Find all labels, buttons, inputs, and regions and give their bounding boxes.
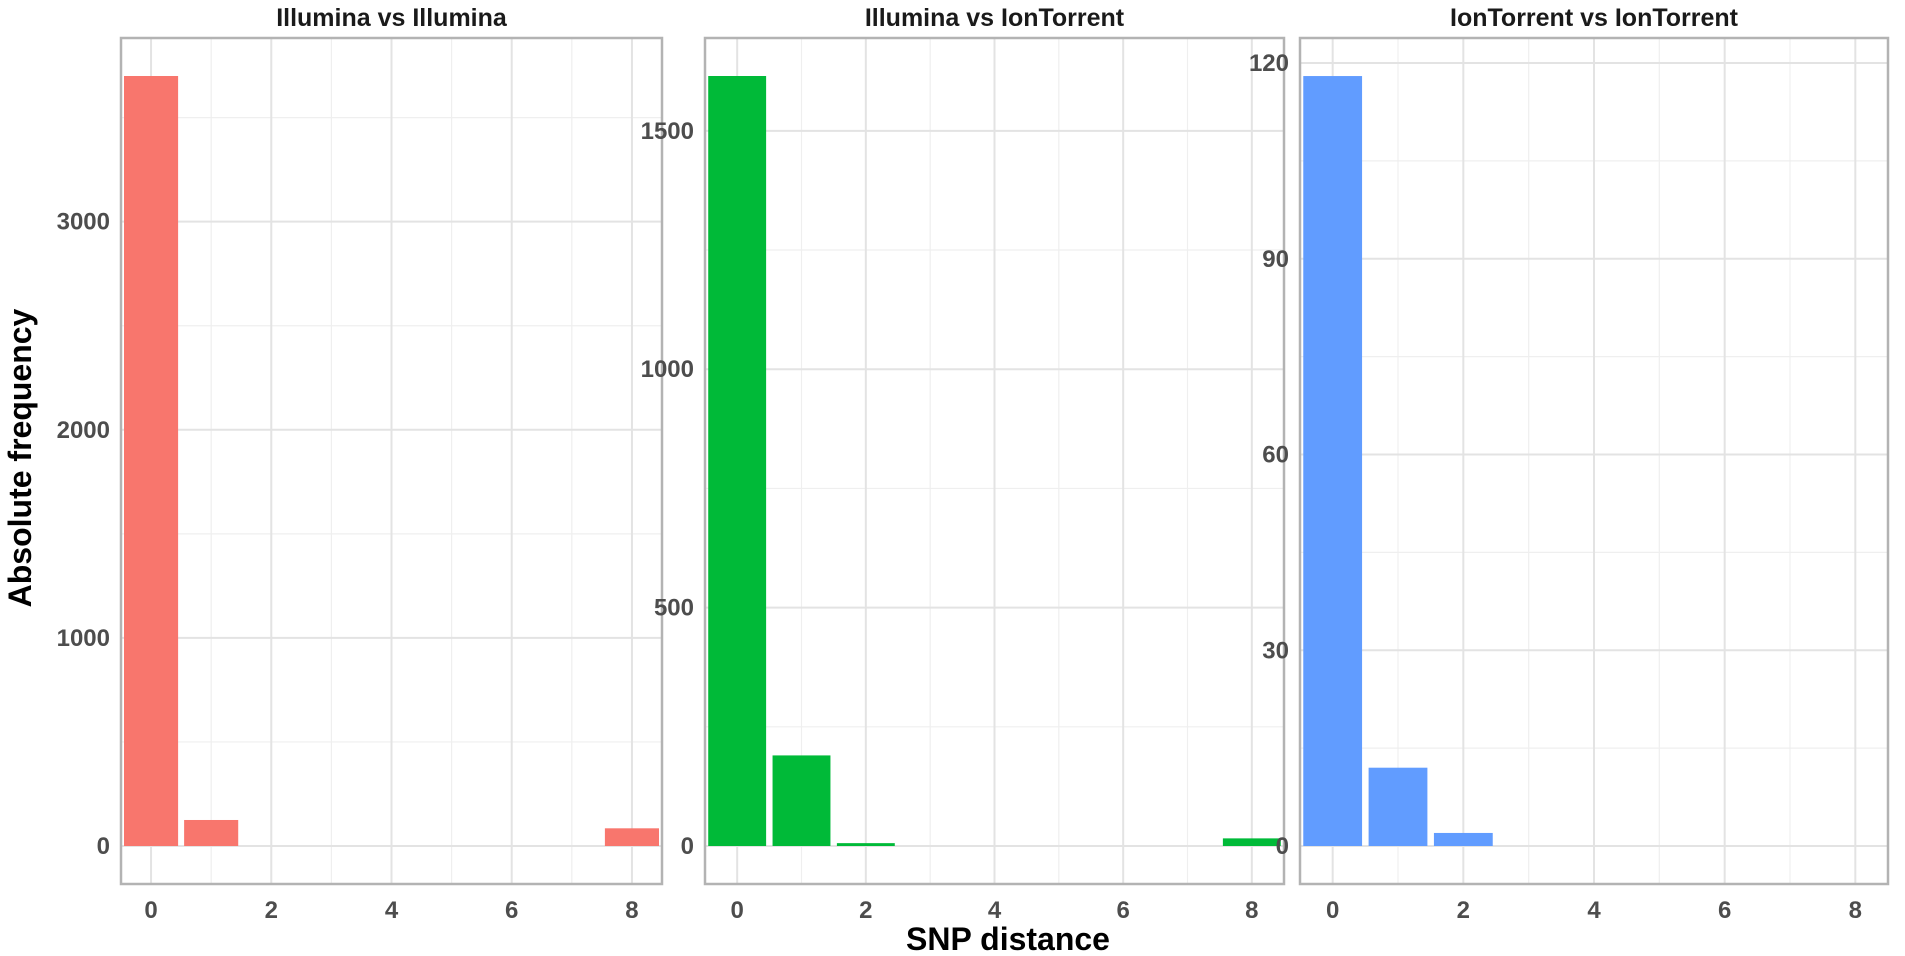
x-tick-label: 6 bbox=[505, 897, 518, 924]
x-tick-label: 0 bbox=[730, 897, 743, 924]
y-axis-title: Absolute frequency bbox=[2, 308, 38, 607]
x-tick-label: 4 bbox=[1587, 897, 1601, 924]
x-axis-title: SNP distance bbox=[906, 921, 1110, 956]
y-tick-label: 1000 bbox=[641, 356, 694, 383]
y-tick-label: 500 bbox=[654, 595, 694, 622]
panel-1: Illumina vs Illumina 0 1000 2000 3000 0 2 4 6 8 bbox=[57, 4, 664, 924]
panel-title: Illumina vs IonTorrent bbox=[865, 4, 1125, 32]
y-tick-label: 0 bbox=[681, 833, 694, 860]
panel-3: IonTorrent vs IonTorrent 0 30 60 90 120 0 2 4 6 8 bbox=[1249, 4, 1890, 924]
x-tick-label: 4 bbox=[988, 897, 1002, 924]
y-tick-label: 30 bbox=[1262, 637, 1289, 664]
y-tick-label: 1000 bbox=[57, 625, 110, 652]
panel-title: IonTorrent vs IonTorrent bbox=[1450, 4, 1739, 32]
bar-snp-8 bbox=[604, 828, 659, 846]
x-tick-label: 8 bbox=[1849, 897, 1862, 924]
panel-border bbox=[119, 36, 664, 886]
y-tick-label: 1500 bbox=[641, 118, 694, 145]
x-tick-label: 6 bbox=[1116, 897, 1129, 924]
x-tick-label: 6 bbox=[1718, 897, 1731, 924]
bar-snp-8 bbox=[1222, 838, 1281, 846]
bar-snp-1 bbox=[1368, 767, 1428, 846]
y-tick-label: 90 bbox=[1262, 246, 1289, 273]
panel-title: Illumina vs Illumina bbox=[276, 4, 508, 32]
x-tick-label: 8 bbox=[625, 897, 638, 924]
y-tick-label: 120 bbox=[1249, 50, 1289, 77]
y-tick-label: 2000 bbox=[57, 417, 110, 444]
bar-snp-1 bbox=[184, 819, 239, 846]
bar-snp-2 bbox=[1433, 832, 1493, 846]
y-tick-label: 3000 bbox=[57, 209, 110, 236]
y-tick-label: 60 bbox=[1262, 442, 1289, 469]
y-tick-label: 0 bbox=[97, 833, 110, 860]
panel-border bbox=[1298, 36, 1890, 886]
panel-2: Illumina vs IonTorrent 0 500 1000 1500 0 2 4 6 8 bbox=[641, 4, 1286, 924]
x-tick-label: 8 bbox=[1245, 897, 1258, 924]
bar-snp-2 bbox=[836, 843, 895, 846]
x-tick-label: 2 bbox=[859, 897, 872, 924]
panel-border bbox=[703, 36, 1286, 886]
bar-snp-0 bbox=[1303, 76, 1363, 847]
x-tick-label: 0 bbox=[144, 897, 157, 924]
y-tick-label: 0 bbox=[1276, 833, 1289, 860]
bar-snp-1 bbox=[772, 755, 831, 846]
x-tick-label: 2 bbox=[265, 897, 278, 924]
x-tick-label: 2 bbox=[1457, 897, 1470, 924]
bar-snp-0 bbox=[708, 76, 767, 846]
x-tick-label: 4 bbox=[385, 897, 399, 924]
x-tick-label: 0 bbox=[1326, 897, 1339, 924]
bar-snp-0 bbox=[124, 76, 179, 846]
